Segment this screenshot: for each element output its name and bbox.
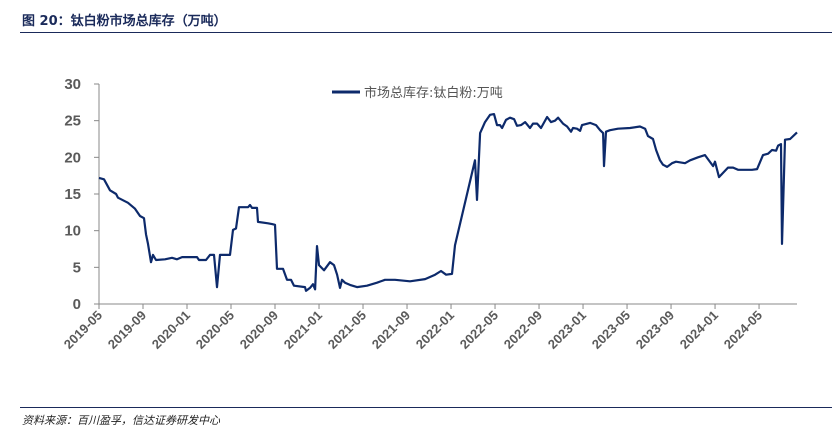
x-tick-label: 2021-05 — [325, 308, 369, 352]
x-tick-label: 2022-05 — [457, 308, 501, 352]
x-tick-label: 2019-09 — [105, 308, 149, 352]
x-tick-label: 2021-01 — [281, 308, 325, 352]
legend: 市场总库存:钛白粉:万吨 — [332, 85, 503, 101]
x-tick-label: 2022-01 — [413, 308, 457, 352]
x-tick-label: 2020-05 — [193, 308, 237, 352]
series-line — [98, 113, 798, 292]
y-tick-label: 0 — [73, 296, 81, 313]
x-tick-label: 2023-01 — [545, 308, 589, 352]
y-tick-label: 25 — [64, 113, 81, 130]
footer-divider — [20, 407, 832, 408]
x-tick-label: 2024-01 — [677, 308, 721, 352]
x-tick-label: 2020-01 — [149, 308, 193, 352]
figure-title: 图 20：钛白粉市场总库存（万吨） — [22, 14, 227, 29]
legend-label: 市场总库存:钛白粉:万吨 — [364, 85, 503, 101]
y-tick-label: 20 — [64, 149, 81, 166]
x-tick-label: 2019-05 — [61, 308, 105, 352]
y-tick-label: 10 — [64, 223, 81, 240]
x-axis: 2019-05 2019-09 2020-01 2020-05 2020-09 2021-… — [61, 303, 797, 352]
x-tick-label: 2023-05 — [589, 308, 633, 352]
x-tick-label: 2021-09 — [369, 308, 413, 352]
y-tick-label: 30 — [64, 76, 81, 93]
y-tick-label: 15 — [64, 186, 81, 203]
x-tick-label: 2022-09 — [501, 308, 545, 352]
y-tick-label: 5 — [73, 259, 81, 276]
y-axis: 0 5 10 15 20 25 30 — [64, 76, 100, 313]
title-divider — [20, 32, 832, 33]
series-group — [98, 113, 798, 292]
x-tick-label: 2020-09 — [237, 308, 281, 352]
source-note: 资料来源：百川盈孚，信达证券研发中心 — [22, 414, 220, 427]
x-tick-label: 2023-09 — [633, 308, 677, 352]
x-tick-label: 2024-05 — [721, 308, 765, 352]
